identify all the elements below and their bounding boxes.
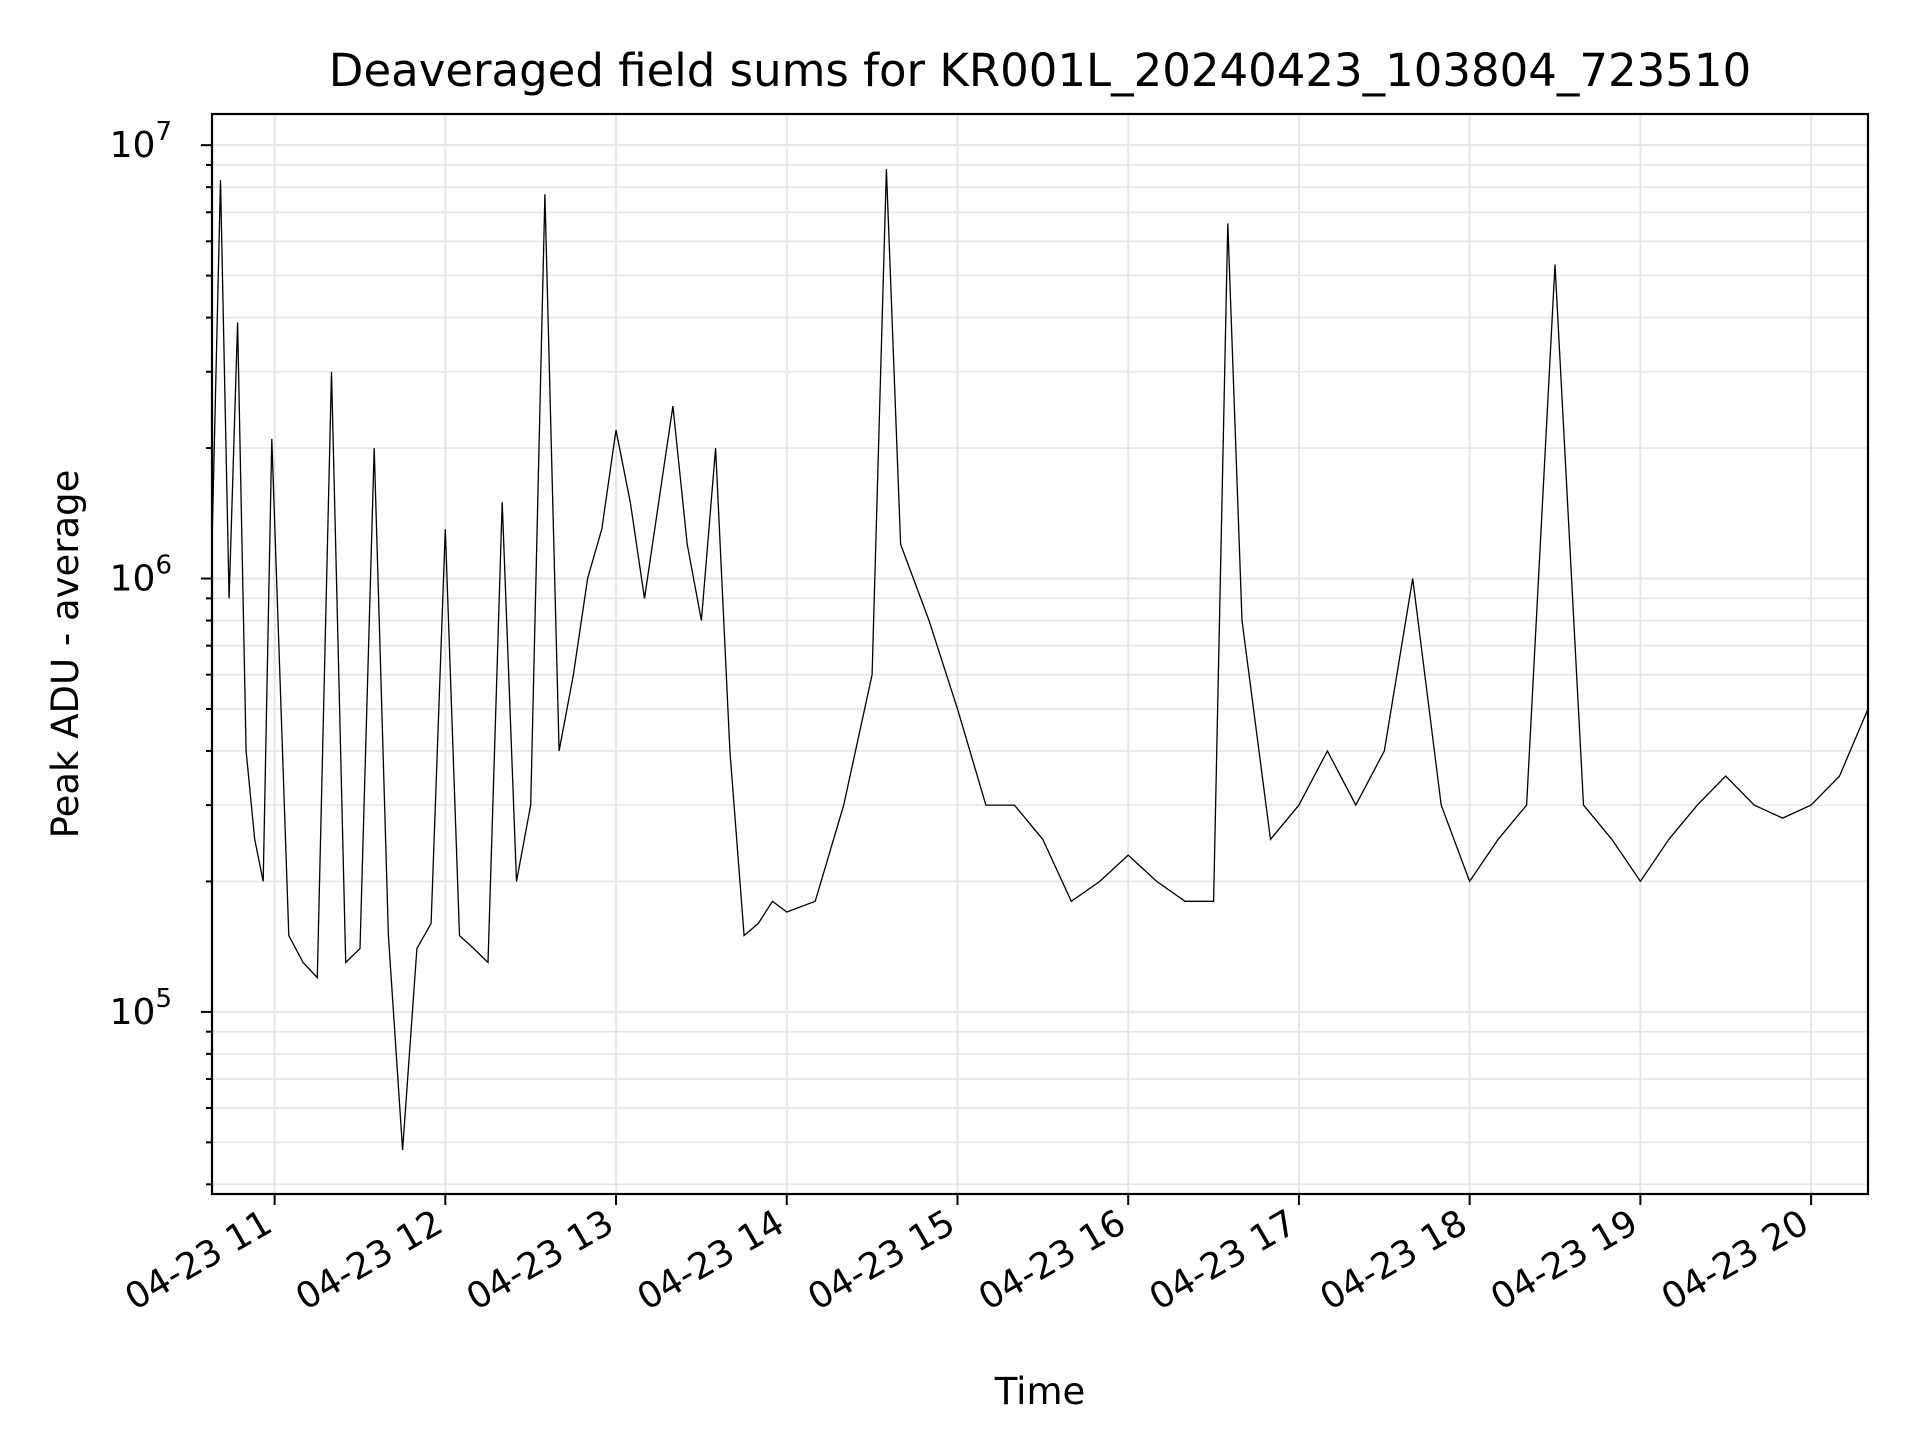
x-tick-label: 04-23 11 xyxy=(118,1202,279,1318)
y-tick-exponent: 7 xyxy=(155,117,172,147)
x-tick-labels: 04-23 11 04-23 12 04-23 13 04-23 14 04-23 15… xyxy=(118,1202,1815,1318)
x-tick-label: 04-23 13 xyxy=(460,1202,621,1318)
y-tick-labels: 105 106 107 xyxy=(110,117,172,1033)
x-tick-label: 04-23 19 xyxy=(1484,1202,1645,1318)
y-tick-label: 106 xyxy=(110,551,172,600)
y-axis-label: Peak ADU - average xyxy=(44,470,87,839)
y-tick-label: 105 xyxy=(110,984,172,1033)
grid xyxy=(212,114,1868,1194)
series-line xyxy=(211,169,1869,1151)
y-tick-exponent: 6 xyxy=(155,551,172,581)
plot-frame xyxy=(210,112,1870,1196)
x-tick-label: 04-23 17 xyxy=(1143,1202,1304,1318)
y-tick-exponent: 5 xyxy=(155,984,172,1014)
x-tick-label: 04-23 12 xyxy=(289,1202,450,1318)
y-tick-label: 107 xyxy=(110,117,172,166)
chart-title: Deaveraged field sums for KR001L_2024042… xyxy=(329,44,1751,97)
x-tick-label: 04-23 20 xyxy=(1655,1202,1816,1318)
x-tick-label: 04-23 14 xyxy=(631,1202,792,1318)
series-group xyxy=(211,169,1869,1151)
x-tick-label: 04-23 18 xyxy=(1313,1202,1474,1318)
x-axis-label: Time xyxy=(994,1370,1086,1413)
tick-marks xyxy=(201,144,1813,1205)
x-tick-label: 04-23 16 xyxy=(972,1202,1133,1318)
x-tick-label: 04-23 15 xyxy=(801,1202,962,1318)
